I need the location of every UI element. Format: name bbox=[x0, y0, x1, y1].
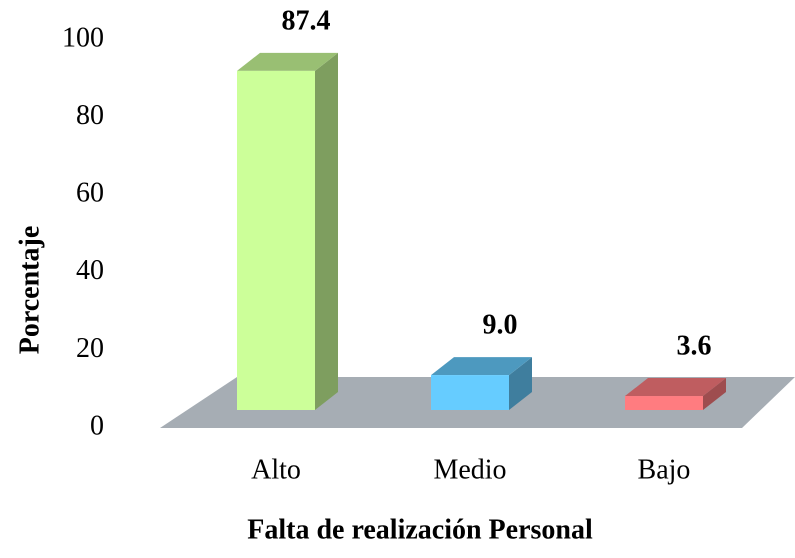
y-tick-label: 40 bbox=[76, 255, 104, 286]
bar bbox=[625, 396, 703, 410]
value-label: 9.0 bbox=[483, 310, 518, 341]
bar-side bbox=[509, 357, 532, 410]
x-tick-label: Bajo bbox=[638, 454, 691, 485]
y-tick-label: 80 bbox=[76, 100, 104, 131]
y-axis-title: Porcentaje bbox=[14, 226, 45, 355]
value-label: 3.6 bbox=[677, 330, 712, 361]
y-tick-label: 0 bbox=[90, 410, 104, 441]
y-tick-label: 60 bbox=[76, 178, 104, 209]
bar-side bbox=[315, 52, 338, 410]
x-axis-title: Falta de realización Personal bbox=[247, 514, 593, 545]
x-tick-label: Alto bbox=[251, 454, 301, 485]
bar-top bbox=[431, 357, 532, 376]
bar bbox=[431, 375, 509, 410]
y-tick-label: 20 bbox=[76, 333, 104, 364]
x-tick-label: Medio bbox=[433, 454, 506, 485]
y-tick-label: 100 bbox=[62, 22, 104, 53]
bar-side bbox=[703, 378, 726, 410]
bar-top bbox=[625, 378, 726, 397]
bar-top bbox=[237, 52, 338, 71]
value-label: 87.4 bbox=[282, 5, 331, 36]
bar bbox=[237, 70, 315, 410]
